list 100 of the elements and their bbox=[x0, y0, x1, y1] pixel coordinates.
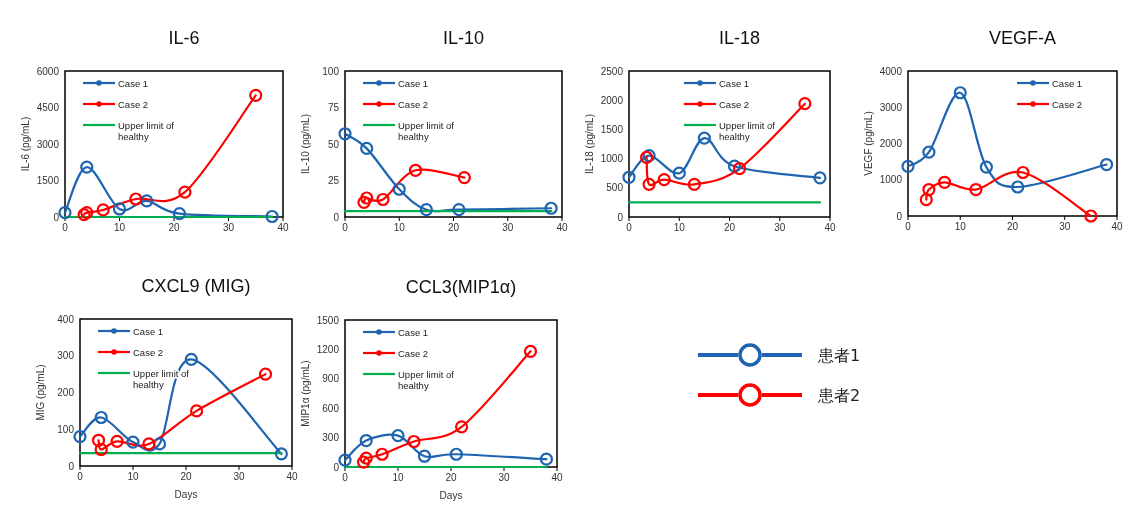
y-axis-title: IL-18 (pg/mL) bbox=[584, 113, 595, 175]
point bbox=[94, 410, 108, 425]
x-tick-label: 30 bbox=[502, 222, 514, 233]
point bbox=[544, 201, 558, 215]
point bbox=[979, 160, 993, 174]
point bbox=[376, 192, 390, 207]
legend-label: Case 2 bbox=[398, 98, 429, 110]
point bbox=[338, 127, 352, 141]
y-tick-label: 900 bbox=[322, 373, 340, 385]
x-tick-label: 10 bbox=[393, 222, 406, 233]
y-tick-label: 500 bbox=[606, 182, 624, 194]
y-tick-label: 6000 bbox=[36, 65, 60, 77]
point bbox=[356, 455, 371, 469]
x-tick-label: 10 bbox=[392, 472, 404, 483]
point bbox=[732, 161, 747, 176]
x-tick-label: 20 bbox=[445, 472, 457, 483]
y-tick-label: 1500 bbox=[36, 175, 60, 186]
legend-label: Upper limit of healthy bbox=[398, 119, 455, 142]
legend-label: Upper limit of healthy bbox=[719, 119, 776, 142]
legend-label: Case 2 bbox=[719, 98, 750, 110]
y-tick-label: 2500 bbox=[600, 65, 624, 77]
point bbox=[338, 453, 352, 467]
x-axis-title: Days bbox=[174, 489, 198, 500]
y-tick-label: 50 bbox=[327, 138, 340, 150]
point bbox=[523, 344, 538, 358]
chart-title: IL-6 bbox=[168, 28, 200, 48]
x-tick-label: 20 bbox=[447, 222, 460, 233]
point bbox=[359, 451, 373, 465]
y-tick-label: 1000 bbox=[879, 174, 903, 186]
y-tick-label: 1200 bbox=[316, 343, 340, 355]
y-tick-label: 1000 bbox=[600, 153, 624, 165]
point bbox=[457, 170, 471, 185]
point bbox=[91, 433, 106, 447]
point bbox=[249, 88, 263, 102]
point bbox=[901, 159, 915, 173]
y-axis-title: IL-10 (pg/mL) bbox=[300, 113, 311, 175]
point bbox=[642, 177, 656, 191]
legend-label: Case 2 bbox=[1052, 98, 1083, 110]
point bbox=[1084, 209, 1098, 223]
legend-label: Case 2 bbox=[398, 347, 429, 359]
chart-title: IL-10 bbox=[442, 28, 485, 48]
point bbox=[265, 209, 279, 224]
x-tick-label: 40 bbox=[1111, 221, 1123, 232]
point bbox=[359, 433, 373, 448]
y-tick-label: 0 bbox=[68, 460, 75, 472]
legend-label: Case 1 bbox=[398, 326, 429, 338]
point bbox=[392, 182, 406, 196]
chart-title: IL-18 bbox=[718, 28, 761, 48]
chart-title: VEGF-A bbox=[988, 28, 1057, 48]
point bbox=[697, 131, 711, 145]
point bbox=[360, 141, 374, 155]
point bbox=[922, 145, 936, 159]
point bbox=[417, 449, 432, 463]
point bbox=[452, 203, 466, 217]
point bbox=[96, 203, 110, 217]
y-tick-label: 75 bbox=[327, 102, 340, 113]
point bbox=[110, 434, 124, 448]
chart-title: CXCL9 (MIG) bbox=[141, 276, 251, 296]
y-tick-label: 0 bbox=[333, 461, 340, 473]
point bbox=[190, 404, 204, 418]
x-tick-label: 10 bbox=[113, 222, 126, 233]
point bbox=[258, 367, 273, 381]
y-axis-title: VEGF (pg/mL) bbox=[863, 111, 874, 176]
x-tick-label: 30 bbox=[233, 471, 245, 482]
point bbox=[184, 352, 198, 367]
x-tick-label: 30 bbox=[498, 472, 510, 483]
point bbox=[953, 86, 967, 100]
y-tick-label: 4000 bbox=[879, 65, 903, 77]
x-tick-label: 30 bbox=[1059, 221, 1071, 232]
legend-label: Case 1 bbox=[133, 325, 164, 337]
legend-label: Case 1 bbox=[1052, 77, 1083, 89]
x-tick-label: 40 bbox=[824, 222, 836, 233]
x-tick-label: 10 bbox=[954, 221, 967, 232]
y-tick-label: 25 bbox=[327, 175, 340, 186]
y-tick-label: 600 bbox=[322, 402, 340, 414]
x-tick-label: 0 bbox=[342, 222, 349, 233]
x-axis-title: Days bbox=[439, 490, 463, 501]
x-tick-label: 40 bbox=[286, 471, 298, 482]
point bbox=[657, 173, 671, 187]
point bbox=[672, 166, 686, 180]
x-tick-label: 0 bbox=[905, 221, 912, 232]
point bbox=[937, 175, 952, 189]
y-tick-label: 2000 bbox=[600, 94, 624, 106]
legend-label: Upper limit of healthy bbox=[118, 119, 175, 142]
y-tick-label: 1500 bbox=[600, 123, 624, 135]
point bbox=[80, 160, 94, 174]
point bbox=[152, 437, 167, 451]
x-tick-label: 30 bbox=[222, 222, 235, 233]
point bbox=[140, 194, 154, 208]
y-axis-title: MIG (pg/mL) bbox=[35, 364, 46, 421]
y-tick-label: 300 bbox=[322, 432, 340, 444]
point bbox=[73, 430, 87, 444]
point bbox=[813, 171, 827, 185]
point bbox=[129, 192, 143, 206]
x-tick-label: 30 bbox=[774, 222, 786, 233]
point bbox=[1016, 165, 1030, 180]
point bbox=[407, 434, 421, 449]
point bbox=[142, 437, 156, 451]
y-tick-label: 0 bbox=[333, 211, 340, 223]
legend-label: Case 1 bbox=[719, 77, 750, 89]
